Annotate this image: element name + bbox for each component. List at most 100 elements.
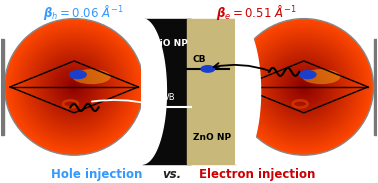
Ellipse shape (290, 73, 318, 101)
Ellipse shape (282, 66, 325, 108)
Ellipse shape (57, 70, 91, 104)
Ellipse shape (268, 52, 339, 122)
Ellipse shape (56, 69, 93, 105)
Ellipse shape (285, 69, 322, 105)
Circle shape (201, 66, 215, 72)
Ellipse shape (302, 69, 341, 84)
Ellipse shape (277, 60, 331, 113)
Ellipse shape (53, 66, 96, 108)
Circle shape (70, 71, 86, 79)
Ellipse shape (64, 77, 84, 97)
Ellipse shape (7, 21, 141, 152)
Ellipse shape (73, 85, 76, 88)
Ellipse shape (280, 63, 328, 111)
Ellipse shape (44, 58, 104, 116)
Bar (144, 39, 150, 135)
Ellipse shape (20, 34, 128, 140)
Ellipse shape (68, 81, 80, 92)
Ellipse shape (263, 46, 345, 127)
Ellipse shape (46, 59, 102, 115)
Polygon shape (236, 19, 260, 164)
Text: VB: VB (164, 93, 176, 102)
Ellipse shape (36, 49, 113, 125)
Bar (228, 39, 234, 135)
Ellipse shape (23, 37, 125, 137)
Ellipse shape (24, 38, 124, 136)
Ellipse shape (13, 27, 135, 147)
Ellipse shape (270, 53, 338, 120)
Ellipse shape (71, 84, 77, 90)
Ellipse shape (237, 21, 371, 152)
Ellipse shape (241, 26, 366, 148)
Ellipse shape (253, 37, 355, 137)
Text: NiO NP: NiO NP (152, 39, 188, 48)
Ellipse shape (67, 80, 81, 94)
Ellipse shape (243, 27, 365, 147)
Ellipse shape (259, 42, 349, 132)
Ellipse shape (30, 44, 118, 130)
Ellipse shape (26, 40, 122, 134)
Ellipse shape (250, 34, 358, 140)
Ellipse shape (287, 70, 321, 104)
Text: $\boldsymbol{\beta}_{e}$$ = 0.51\ \AA^{-1}$: $\boldsymbol{\beta}_{e}$$ = 0.51\ \AA^{-… (216, 3, 297, 22)
Ellipse shape (29, 42, 119, 132)
Ellipse shape (276, 59, 332, 115)
Ellipse shape (59, 72, 90, 102)
Ellipse shape (251, 35, 356, 139)
Ellipse shape (63, 76, 85, 98)
Ellipse shape (246, 30, 362, 144)
Ellipse shape (54, 67, 94, 107)
Text: Hole injection: Hole injection (51, 168, 143, 181)
Text: vs.: vs. (163, 168, 181, 181)
Ellipse shape (14, 28, 134, 145)
Ellipse shape (244, 28, 364, 145)
Ellipse shape (288, 72, 319, 102)
Ellipse shape (40, 53, 108, 120)
Ellipse shape (247, 31, 361, 143)
Ellipse shape (295, 79, 312, 95)
Ellipse shape (261, 45, 347, 129)
Bar (142, 19, 191, 164)
Ellipse shape (39, 52, 110, 122)
Circle shape (299, 71, 316, 79)
Ellipse shape (31, 45, 117, 129)
Text: Electron injection: Electron injection (198, 168, 315, 181)
Text: $\boldsymbol{\beta}_{h}$$ = 0.06\ \AA^{-1}$: $\boldsymbol{\beta}_{h}$$ = 0.06\ \AA^{-… (43, 3, 124, 22)
Ellipse shape (264, 48, 344, 126)
Ellipse shape (17, 31, 131, 143)
Ellipse shape (33, 46, 115, 127)
Text: CB: CB (193, 55, 206, 64)
Ellipse shape (50, 63, 98, 111)
Ellipse shape (61, 74, 87, 99)
Ellipse shape (298, 81, 310, 92)
Polygon shape (142, 19, 166, 164)
Ellipse shape (47, 60, 101, 113)
Ellipse shape (22, 35, 127, 139)
Ellipse shape (257, 41, 351, 133)
Ellipse shape (66, 79, 83, 95)
Ellipse shape (73, 69, 111, 84)
Ellipse shape (34, 48, 114, 126)
Ellipse shape (234, 19, 373, 155)
Bar (0, 39, 5, 135)
Ellipse shape (254, 38, 354, 136)
Ellipse shape (12, 26, 137, 148)
Ellipse shape (42, 55, 107, 119)
Ellipse shape (248, 33, 359, 141)
Ellipse shape (273, 56, 335, 117)
Ellipse shape (281, 65, 327, 109)
Ellipse shape (60, 73, 88, 101)
Ellipse shape (265, 49, 342, 125)
Ellipse shape (6, 20, 143, 154)
Ellipse shape (51, 65, 97, 109)
Ellipse shape (235, 20, 372, 154)
Ellipse shape (256, 40, 352, 134)
Ellipse shape (278, 62, 330, 112)
Ellipse shape (294, 77, 314, 97)
Ellipse shape (271, 55, 336, 119)
Ellipse shape (300, 83, 308, 91)
Ellipse shape (27, 41, 121, 133)
Ellipse shape (302, 85, 305, 88)
Ellipse shape (19, 33, 130, 141)
Text: O: O (156, 90, 162, 100)
